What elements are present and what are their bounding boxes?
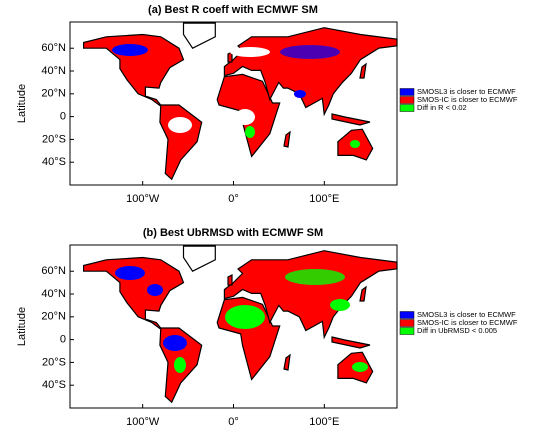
y-axis-label: Latitude — [16, 84, 28, 123]
legend-swatch — [399, 311, 415, 319]
y-tick-label: 40°N — [41, 65, 66, 77]
legend-label: SMOS-IC is closer to ECMWF — [417, 95, 518, 104]
legend-swatch — [399, 104, 415, 112]
legend-swatch — [399, 96, 415, 104]
panel-title: (b) Best UbRMSD with ECMWF SM — [143, 227, 323, 239]
legend-swatch — [399, 319, 415, 327]
x-tick-label: 100°W — [126, 416, 160, 428]
legend-label: Diff in R < 0.02 — [417, 103, 467, 112]
legend-swatch — [399, 327, 415, 335]
x-tick-label: 0° — [228, 193, 239, 205]
y-tick-label: 20°N — [41, 311, 66, 323]
y-tick-label: 20°N — [41, 88, 66, 100]
y-tick-label: 20°S — [42, 133, 66, 145]
y-tick-label: 60°N — [41, 265, 66, 277]
y-tick-label: 40°S — [42, 379, 66, 391]
map-panel: (b) Best UbRMSD with ECMWF SM 60°N 40°N 20°… — [16, 227, 518, 428]
y-tick-label: 0 — [60, 111, 66, 123]
legend-label: SMOS-IC is closer to ECMWF — [417, 318, 518, 327]
x-tick-label: 100°E — [309, 193, 339, 205]
legend-label: Diff in UbRMSD < 0.005 — [417, 326, 497, 335]
y-tick-label: 40°N — [41, 288, 66, 300]
y-tick-label: 0 — [60, 334, 66, 346]
panel-title: (a) Best R coeff with ECMWF SM — [148, 4, 318, 16]
map-panel: (a) Best R coeff with ECMWF SM 60°N 40°N 20… — [16, 4, 518, 205]
y-axis-label: Latitude — [16, 307, 28, 346]
y-tick-label: 20°S — [42, 356, 66, 368]
x-tick-label: 0° — [228, 416, 239, 428]
x-tick-label: 100°W — [126, 193, 160, 205]
legend-label: SMOSL3 is closer to ECMWF — [417, 87, 516, 96]
legend-label: SMOSL3 is closer to ECMWF — [417, 310, 516, 319]
x-tick-label: 100°E — [309, 416, 339, 428]
legend-swatch — [399, 88, 415, 96]
y-tick-label: 60°N — [41, 42, 66, 54]
y-tick-label: 40°S — [42, 156, 66, 168]
